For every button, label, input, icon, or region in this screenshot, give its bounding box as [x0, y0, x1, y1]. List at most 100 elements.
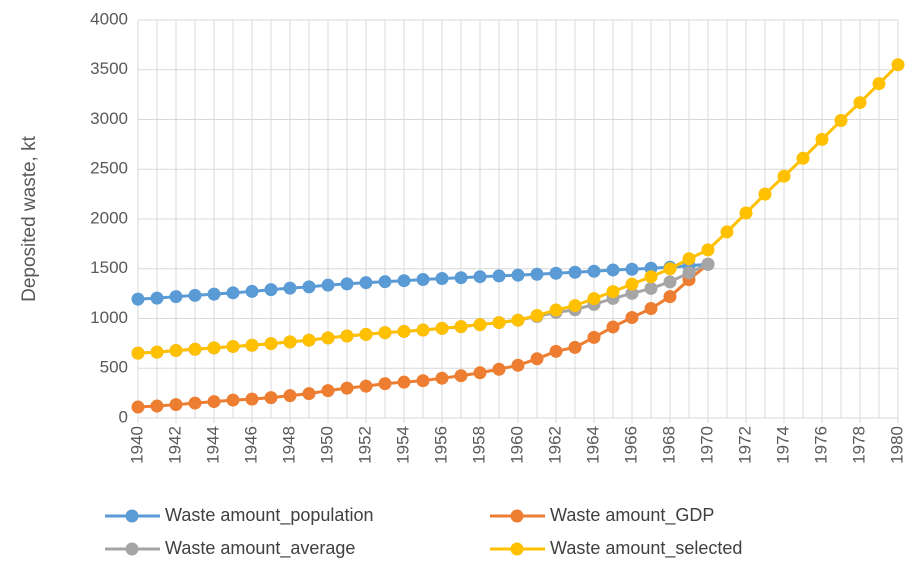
- data-point: [150, 399, 164, 413]
- data-point: [682, 252, 696, 266]
- x-tick-label: 1958: [469, 426, 488, 464]
- data-point: [549, 266, 563, 280]
- legend-marker: [510, 509, 524, 523]
- x-tick-label: 1948: [279, 426, 298, 464]
- legend-marker: [510, 542, 524, 556]
- data-point: [511, 358, 525, 372]
- x-tick-label: 1960: [507, 426, 526, 464]
- data-point: [644, 270, 658, 284]
- data-point: [416, 272, 430, 286]
- data-point: [207, 341, 221, 355]
- data-point: [796, 151, 810, 165]
- data-point: [416, 323, 430, 337]
- y-tick-label: 1500: [90, 258, 128, 277]
- data-point: [530, 267, 544, 281]
- data-point: [435, 272, 449, 286]
- data-point: [359, 276, 373, 290]
- data-point: [549, 344, 563, 358]
- data-point: [359, 379, 373, 393]
- y-tick-label: 500: [100, 358, 128, 377]
- data-point: [416, 374, 430, 388]
- x-tick-label: 1946: [241, 426, 260, 464]
- data-point: [245, 392, 259, 406]
- data-point: [587, 264, 601, 278]
- data-point: [188, 342, 202, 356]
- data-point: [397, 375, 411, 389]
- data-point: [169, 290, 183, 304]
- data-point: [131, 346, 145, 360]
- data-point: [625, 262, 639, 276]
- data-point: [131, 400, 145, 414]
- y-tick-label: 3000: [90, 109, 128, 128]
- x-tick-label: 1976: [811, 426, 830, 464]
- legend-marker: [125, 509, 139, 523]
- data-point: [834, 113, 848, 127]
- data-point: [454, 320, 468, 334]
- data-point: [264, 283, 278, 297]
- data-point: [587, 330, 601, 344]
- data-point: [606, 320, 620, 334]
- data-point: [302, 333, 316, 347]
- x-tick-label: 1970: [697, 426, 716, 464]
- data-point: [283, 389, 297, 403]
- legend-label: Waste amount_selected: [550, 538, 742, 559]
- data-point: [739, 206, 753, 220]
- data-point: [321, 384, 335, 398]
- x-tick-label: 1980: [887, 426, 906, 464]
- data-point: [625, 286, 639, 300]
- data-point: [454, 271, 468, 285]
- data-point: [511, 313, 525, 327]
- data-point: [283, 335, 297, 349]
- data-point: [492, 269, 506, 283]
- x-tick-label: 1950: [317, 426, 336, 464]
- y-axis-label: Deposited waste, kt: [19, 135, 40, 302]
- data-point: [264, 391, 278, 405]
- data-point: [207, 287, 221, 301]
- data-point: [131, 292, 145, 306]
- data-point: [321, 331, 335, 345]
- y-tick-label: 1000: [90, 308, 128, 327]
- y-tick-label: 2000: [90, 208, 128, 227]
- x-tick-label: 1966: [621, 426, 640, 464]
- data-point: [568, 265, 582, 279]
- data-point: [644, 302, 658, 316]
- data-point: [302, 280, 316, 294]
- data-point: [663, 262, 677, 276]
- data-point: [169, 344, 183, 358]
- data-point: [378, 326, 392, 340]
- data-point: [587, 292, 601, 306]
- data-point: [663, 290, 677, 304]
- x-tick-label: 1956: [431, 426, 450, 464]
- data-point: [606, 263, 620, 277]
- legend-label: Waste amount_population: [165, 505, 373, 526]
- data-point: [454, 369, 468, 383]
- data-point: [758, 187, 772, 201]
- data-point: [321, 278, 335, 292]
- y-tick-label: 3500: [90, 59, 128, 78]
- data-point: [473, 270, 487, 284]
- legend-label: Waste amount_GDP: [550, 505, 714, 526]
- data-point: [777, 169, 791, 183]
- data-point: [663, 275, 677, 289]
- data-point: [606, 285, 620, 299]
- data-point: [435, 371, 449, 385]
- legend-label: Waste amount_average: [165, 538, 355, 559]
- y-tick-label: 0: [119, 407, 128, 426]
- data-point: [625, 311, 639, 325]
- data-point: [397, 274, 411, 288]
- data-point: [701, 243, 715, 257]
- data-point: [853, 96, 867, 110]
- data-point: [150, 291, 164, 305]
- data-point: [682, 266, 696, 280]
- x-tick-label: 1944: [203, 426, 222, 464]
- data-point: [340, 381, 354, 395]
- data-point: [530, 309, 544, 323]
- data-point: [359, 327, 373, 341]
- legend-marker: [125, 542, 139, 556]
- data-point: [720, 225, 734, 239]
- x-tick-label: 1978: [849, 426, 868, 464]
- x-tick-label: 1962: [545, 426, 564, 464]
- x-tick-label: 1942: [165, 426, 184, 464]
- data-point: [264, 337, 278, 351]
